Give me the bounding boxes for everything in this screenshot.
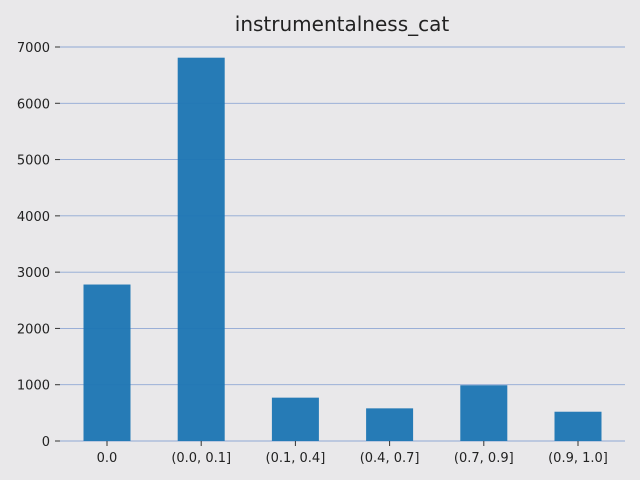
x-tick-label: (0.1, 0.4] [266,451,326,466]
x-tick-label: 0.0 [97,451,118,466]
bar [177,57,225,442]
bar [366,408,414,441]
axes: 0 1000 2000 3000 4000 5000 6000 7000 0.0 (0.0, 0.… [17,41,608,466]
x-tick-label: (0.0, 0.1] [171,451,231,466]
x-tick-label: (0.9, 1.0] [548,451,608,466]
bars [83,57,602,442]
y-tick-label: 0 [42,435,50,450]
y-tick-label: 5000 [17,154,50,169]
y-tick-label: 1000 [17,379,50,394]
grid [60,46,625,442]
y-tick-label: 3000 [17,266,50,281]
y-tick-label: 6000 [17,97,50,112]
bar [554,411,602,441]
x-tick-label: (0.4, 0.7] [360,451,420,466]
y-tick-label: 4000 [17,210,50,225]
x-tick-label: (0.7, 0.9] [454,451,514,466]
bar [83,284,131,441]
y-tick-label: 7000 [17,41,50,56]
bar [271,397,319,441]
chart-title: instrumentalness_cat [235,12,450,36]
bar [460,385,508,441]
y-tick-label: 2000 [17,322,50,337]
